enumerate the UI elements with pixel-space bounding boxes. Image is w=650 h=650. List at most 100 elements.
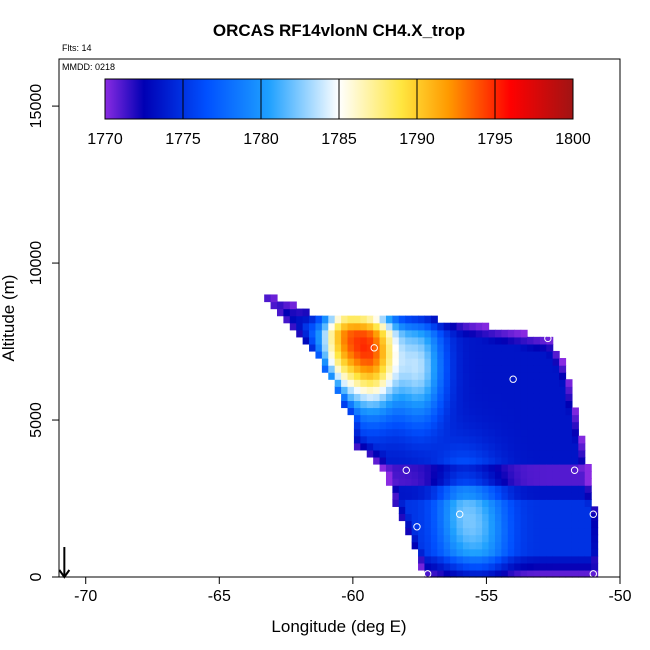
field-cell — [334, 336, 342, 345]
field-cell — [430, 548, 438, 557]
field-cell — [514, 336, 522, 345]
field-cell — [456, 541, 464, 550]
field-cell — [334, 372, 342, 380]
field-cell — [571, 555, 579, 564]
sample-point — [589, 510, 597, 518]
field-cell — [552, 372, 560, 380]
field-cell — [347, 379, 355, 387]
field-cell — [533, 492, 541, 500]
field-cell — [392, 322, 400, 331]
field-cell — [571, 414, 579, 423]
field-cell — [353, 393, 361, 402]
field-cell — [552, 485, 560, 493]
field-cell — [443, 541, 451, 550]
field-cell — [360, 386, 368, 394]
field-cell — [437, 471, 445, 479]
field-cell — [533, 336, 541, 345]
field-cell — [494, 358, 502, 366]
field-cell — [411, 449, 419, 458]
field-cell — [430, 499, 438, 507]
field-cell — [559, 379, 567, 387]
field-cell — [520, 541, 528, 550]
field-cell — [379, 393, 387, 402]
field-cell — [347, 343, 355, 352]
field-cell — [411, 421, 419, 430]
field-cell — [482, 350, 490, 359]
field-cell — [462, 322, 470, 331]
field-cell — [418, 336, 426, 345]
field-cell — [462, 499, 470, 507]
field-cell — [424, 562, 432, 571]
field-cell — [424, 343, 432, 352]
field-cell — [482, 365, 490, 373]
field-cell — [552, 435, 560, 444]
field-cell — [533, 421, 541, 430]
field-cell — [456, 379, 464, 387]
field-cell — [443, 322, 451, 331]
field-cell — [501, 407, 509, 416]
field-cell — [347, 407, 355, 416]
sample-point — [544, 334, 552, 343]
field-cell — [482, 343, 490, 352]
field-cell — [469, 492, 477, 500]
field-cell — [520, 336, 528, 345]
field-cell — [437, 562, 445, 571]
field-cell — [546, 569, 554, 578]
field-cell — [418, 393, 426, 402]
field-cell — [514, 393, 522, 402]
field-cell — [539, 520, 547, 529]
field-cell — [366, 435, 374, 444]
field-cell — [443, 372, 451, 380]
field-cell — [584, 471, 592, 479]
field-cell — [424, 442, 432, 451]
field-cell — [546, 428, 554, 437]
field-cell — [584, 520, 592, 529]
field-cell — [392, 386, 400, 394]
field-cell — [462, 541, 470, 550]
field-cell — [424, 478, 432, 486]
field-cell — [418, 386, 426, 394]
field-cell — [341, 322, 349, 331]
field-cell — [591, 527, 599, 536]
field-cell — [546, 541, 554, 550]
field-cell — [424, 379, 432, 387]
field-cell — [514, 350, 522, 359]
field-cell — [385, 343, 393, 352]
field-cell — [341, 365, 349, 373]
field-cell — [462, 414, 470, 423]
field-cell — [398, 372, 406, 380]
field-cell — [501, 463, 509, 472]
field-cell — [565, 400, 573, 409]
field-cell — [411, 506, 419, 515]
field-cell — [546, 513, 554, 522]
field-cell — [418, 485, 426, 493]
field-cell — [398, 506, 406, 515]
field-cell — [456, 393, 464, 402]
field-cell — [578, 449, 586, 458]
field-cell — [405, 315, 413, 324]
field-cell — [584, 506, 592, 515]
field-cell — [418, 435, 426, 444]
field-cell — [411, 407, 419, 416]
field-cell — [366, 400, 374, 409]
field-cell — [379, 336, 387, 345]
field-cell — [494, 329, 502, 338]
field-cell — [353, 365, 361, 373]
field-cell — [533, 513, 541, 522]
field-cell — [450, 421, 458, 430]
field-cell — [494, 343, 502, 352]
field-cell — [321, 343, 329, 352]
field-cell — [533, 428, 541, 437]
field-cell — [411, 379, 419, 387]
field-cell — [591, 506, 599, 515]
field-cell — [334, 365, 342, 373]
field-cell — [559, 562, 567, 571]
field-cell — [514, 541, 522, 550]
field-cell — [533, 350, 541, 359]
field-cell — [507, 336, 515, 345]
field-cell — [450, 456, 458, 465]
field-cell — [578, 534, 586, 543]
field-cell — [392, 456, 400, 465]
field-cell — [546, 414, 554, 423]
field-cell — [539, 463, 547, 472]
